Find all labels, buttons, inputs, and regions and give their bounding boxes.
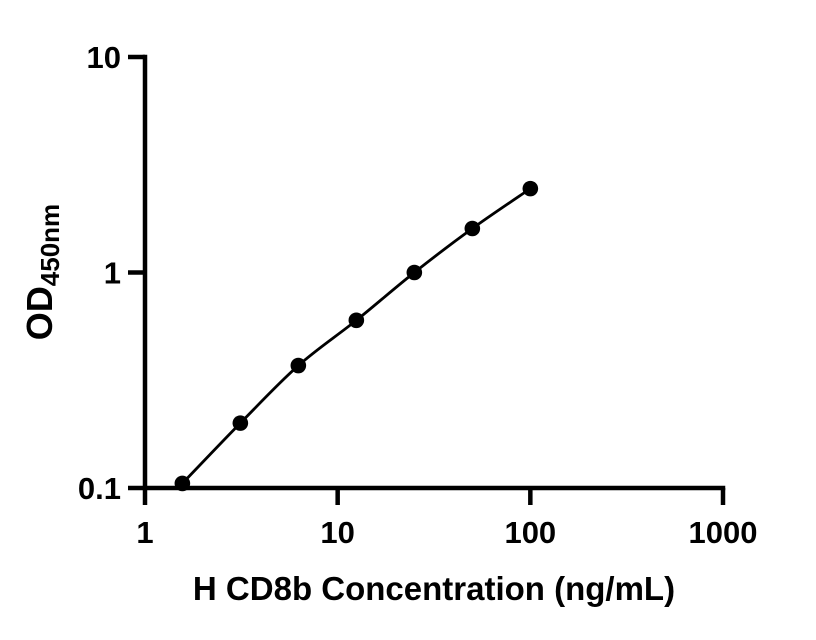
data-point (290, 357, 307, 374)
tick-label-layer: 1 10 100 1000 0.1 1 10 (78, 40, 758, 550)
x-tick-label: 10 (320, 515, 354, 550)
data-point (232, 415, 249, 431)
y-tick-label: 0.1 (78, 471, 121, 506)
data-point (464, 220, 481, 237)
y-axis-title-subscript: 450nm (35, 204, 65, 286)
x-tick-label: 1000 (689, 515, 758, 550)
x-tick-label: 1 (136, 515, 153, 550)
data-series-layer (174, 180, 539, 492)
x-axis-title: H CD8b Concentration (ng/mL) (193, 570, 675, 607)
y-axis-title-main: OD (19, 286, 60, 340)
y-tick-label: 1 (104, 256, 121, 291)
data-point (348, 312, 365, 329)
y-axis-title: OD450nm (19, 204, 65, 340)
x-tick-label: 100 (504, 515, 556, 550)
data-point (174, 475, 191, 492)
axes-layer (128, 54, 726, 505)
axis-frame (142, 54, 726, 491)
y-tick-label: 10 (87, 40, 121, 75)
data-point (406, 264, 423, 281)
data-point (522, 180, 539, 197)
